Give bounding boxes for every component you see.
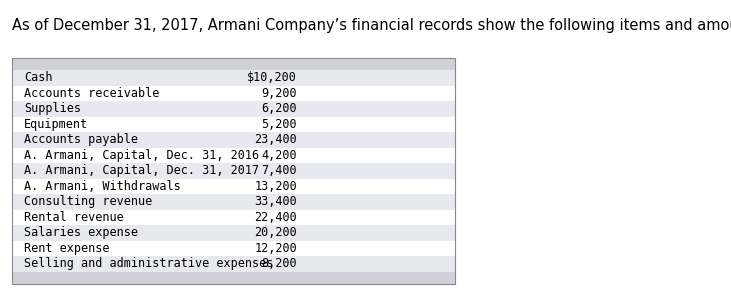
Text: Cash: Cash <box>24 71 53 84</box>
Text: 4,200: 4,200 <box>262 149 297 162</box>
Bar <box>12 132 455 148</box>
Text: 12,200: 12,200 <box>254 242 297 255</box>
Text: 20,200: 20,200 <box>254 226 297 239</box>
Text: 23,400: 23,400 <box>254 133 297 146</box>
Text: Salaries expense: Salaries expense <box>24 226 138 239</box>
Text: 33,400: 33,400 <box>254 195 297 208</box>
Text: A. Armani, Withdrawals: A. Armani, Withdrawals <box>24 180 181 193</box>
Bar <box>12 58 455 70</box>
Text: 9,200: 9,200 <box>262 87 297 100</box>
Text: Equipment: Equipment <box>24 118 88 131</box>
Bar <box>12 70 455 271</box>
Text: Rental revenue: Rental revenue <box>24 211 124 224</box>
Text: 8,200: 8,200 <box>262 257 297 270</box>
Bar <box>12 225 455 241</box>
Text: Accounts receivable: Accounts receivable <box>24 87 159 100</box>
Text: Supplies: Supplies <box>24 102 81 115</box>
Text: 13,200: 13,200 <box>254 180 297 193</box>
Bar <box>12 256 455 271</box>
Text: $10,200: $10,200 <box>247 71 297 84</box>
Text: A. Armani, Capital, Dec. 31, 2016: A. Armani, Capital, Dec. 31, 2016 <box>24 149 259 162</box>
Bar <box>12 70 455 86</box>
Bar <box>12 194 455 209</box>
Text: 22,400: 22,400 <box>254 211 297 224</box>
Text: Selling and administrative expenses: Selling and administrative expenses <box>24 257 273 270</box>
Text: A. Armani, Capital, Dec. 31, 2017: A. Armani, Capital, Dec. 31, 2017 <box>24 164 259 177</box>
Text: 6,200: 6,200 <box>262 102 297 115</box>
Bar <box>12 58 455 284</box>
Text: Accounts payable: Accounts payable <box>24 133 138 146</box>
Bar <box>12 271 455 284</box>
Text: 7,400: 7,400 <box>262 164 297 177</box>
Bar <box>12 163 455 178</box>
Text: 5,200: 5,200 <box>262 118 297 131</box>
Text: As of December 31, 2017, Armani Company’s financial records show the following i: As of December 31, 2017, Armani Company’… <box>12 18 731 33</box>
Text: Rent expense: Rent expense <box>24 242 110 255</box>
Bar <box>12 101 455 116</box>
Text: Consulting revenue: Consulting revenue <box>24 195 152 208</box>
